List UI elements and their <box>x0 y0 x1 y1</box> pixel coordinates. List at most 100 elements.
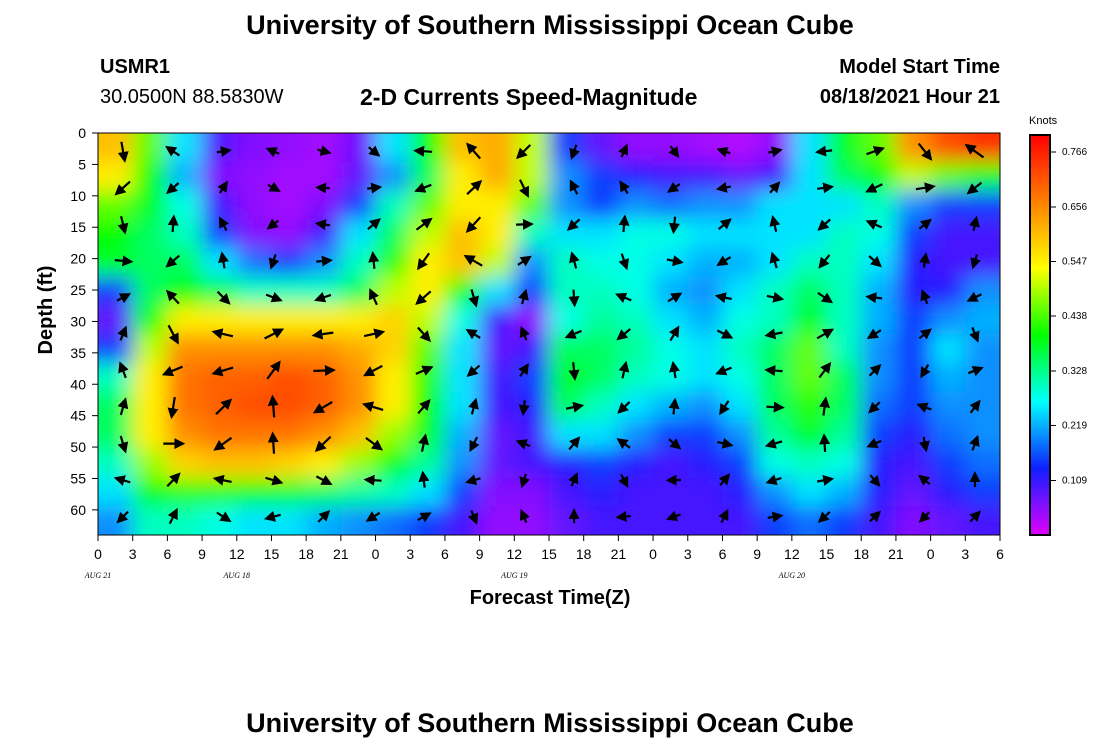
speed-cell <box>479 362 516 393</box>
current-arrow <box>619 180 630 195</box>
speed-cell <box>583 305 620 335</box>
speed-cell <box>444 133 481 163</box>
speed-cell <box>653 477 689 508</box>
current-arrow <box>211 328 234 340</box>
current-arrow <box>715 365 732 376</box>
speed-cell <box>549 190 585 221</box>
speed-cell <box>202 305 238 335</box>
speed-cell <box>930 219 967 249</box>
speed-cell <box>514 161 550 192</box>
speed-cell <box>791 219 828 249</box>
current-arrow <box>618 143 629 158</box>
speed-cell <box>271 305 308 335</box>
current-arrow <box>266 360 281 380</box>
y-tick-label: 60 <box>70 502 86 518</box>
speed-cell <box>236 219 273 249</box>
current-arrow <box>466 142 482 160</box>
current-arrow <box>566 218 581 231</box>
date-label: AUG 20 <box>778 571 805 580</box>
speed-cell <box>791 362 828 393</box>
speed-cell <box>861 190 897 221</box>
speed-cell <box>549 420 585 450</box>
speed-cell <box>826 190 863 221</box>
current-arrow <box>217 180 229 194</box>
speed-cell <box>98 448 134 479</box>
speed-cell <box>722 334 759 364</box>
speed-cell <box>722 506 759 535</box>
current-arrow <box>265 474 284 486</box>
colorbar-tick-label: 0.766 <box>1062 147 1087 158</box>
speed-cell <box>618 305 655 335</box>
speed-cell <box>236 334 273 364</box>
speed-cell <box>583 334 620 364</box>
current-arrow <box>918 218 932 230</box>
speed-cell <box>98 190 134 221</box>
speed-cell <box>132 133 169 163</box>
current-arrow <box>669 360 680 379</box>
speed-cell <box>895 247 932 278</box>
speed-cell <box>930 477 967 508</box>
speed-cell <box>167 334 204 364</box>
x-tick-label: 3 <box>684 546 692 562</box>
speed-cell <box>826 477 863 508</box>
speed-cell <box>687 391 724 422</box>
current-arrow <box>618 214 630 233</box>
speed-cell <box>757 448 793 479</box>
current-arrow <box>518 288 529 305</box>
speed-cell <box>583 219 620 249</box>
speed-cell <box>98 391 134 422</box>
speed-cell <box>930 247 967 278</box>
speed-cell <box>306 420 342 450</box>
speed-cell <box>826 334 863 364</box>
speed-cell <box>549 247 585 278</box>
speed-cell <box>687 420 724 450</box>
current-arrow <box>519 325 530 341</box>
current-arrow <box>267 181 281 192</box>
speed-cell <box>479 334 516 364</box>
current-arrow <box>568 289 580 308</box>
speed-cell <box>965 305 1000 335</box>
speed-cell <box>98 420 134 450</box>
speed-cell <box>653 276 689 307</box>
speed-cell <box>861 448 897 479</box>
x-tick-label: 0 <box>94 546 102 562</box>
speed-cell <box>202 448 238 479</box>
current-arrow <box>616 438 631 449</box>
speed-cell <box>757 133 793 163</box>
current-arrow <box>918 328 932 340</box>
speed-cell <box>375 477 412 508</box>
speed-cell <box>930 161 967 192</box>
current-arrow <box>969 215 980 232</box>
speed-cell <box>479 161 516 192</box>
current-arrow <box>818 254 831 269</box>
speed-cell <box>410 190 446 221</box>
speed-cell <box>687 219 724 249</box>
speed-cell <box>132 190 169 221</box>
speed-cell <box>444 477 481 508</box>
speed-cell <box>202 133 238 163</box>
current-arrow <box>818 361 832 379</box>
current-arrow <box>918 474 931 486</box>
current-arrow <box>468 397 479 415</box>
x-tick-label: 21 <box>888 546 904 562</box>
speed-cell <box>479 305 516 335</box>
speed-cell <box>791 334 828 364</box>
speed-cell <box>791 133 828 163</box>
current-arrow <box>467 510 479 525</box>
current-arrow <box>519 179 529 198</box>
speed-cell <box>98 305 134 335</box>
speed-cell <box>965 362 1000 393</box>
station-id: USMR1 <box>100 56 171 78</box>
speed-cell <box>722 391 759 422</box>
colorbar-tick-label: 0.109 <box>1062 476 1087 487</box>
y-tick-label: 55 <box>70 470 86 486</box>
current-arrow <box>268 254 280 270</box>
model-start-time: 08/18/2021 Hour 21 <box>819 86 1000 108</box>
current-arrow <box>466 364 481 377</box>
speed-cell <box>236 133 273 163</box>
y-tick-label: 45 <box>70 408 86 424</box>
speed-cell <box>549 448 585 479</box>
speed-cell <box>549 305 585 335</box>
x-axis: 0 3 6 9 12 15 18 21 0 3 6 9 12 15 18 21 0 3 6 9 12 15 18 21 0 3 6 A… <box>84 535 1004 580</box>
speed-cell <box>375 305 412 335</box>
